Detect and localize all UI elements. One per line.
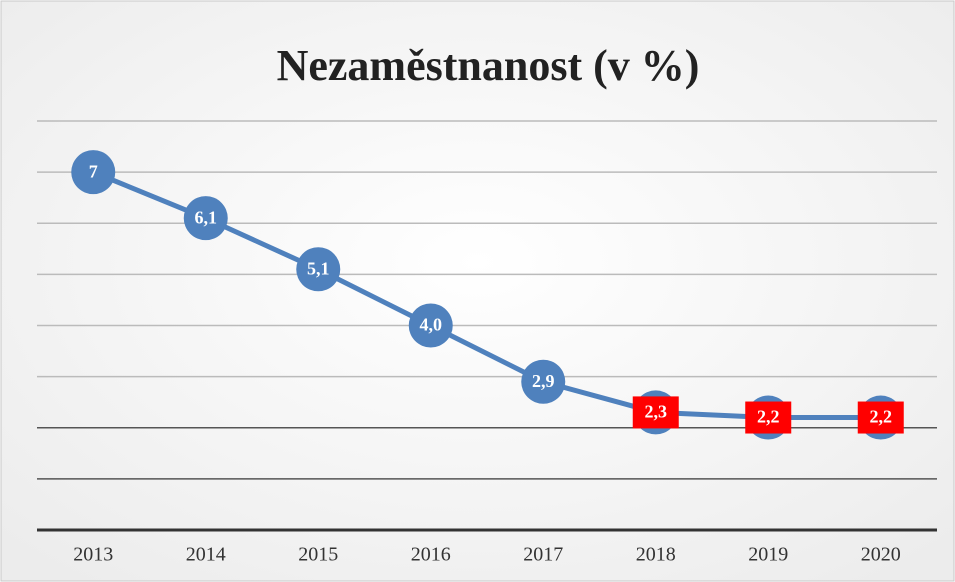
- data-label: 7: [89, 161, 98, 181]
- data-label: 6,1: [195, 207, 218, 227]
- marker: [408, 303, 453, 348]
- x-tick-label: 2014: [186, 544, 226, 566]
- label-box: [857, 401, 904, 434]
- x-tick-label: 2020: [861, 544, 901, 566]
- data-label: 2,9: [532, 371, 555, 391]
- data-label: 5,1: [307, 258, 330, 278]
- x-tick-label: 2015: [298, 544, 338, 566]
- label-box: [745, 401, 792, 434]
- marker: [521, 359, 566, 404]
- data-label: 2,3: [645, 402, 668, 422]
- marker: [296, 247, 341, 292]
- x-tick-label: 2013: [73, 544, 113, 566]
- x-tick-label: 2019: [748, 544, 788, 566]
- data-label: 2,2: [870, 407, 893, 427]
- x-tick-label: 2016: [411, 544, 451, 566]
- x-tick-label: 2018: [636, 544, 676, 566]
- label-box: [632, 396, 679, 429]
- data-label: 2,2: [757, 407, 780, 427]
- x-tick-label: 2017: [523, 544, 563, 566]
- marker: [71, 150, 116, 195]
- data-label: 4,0: [420, 315, 443, 335]
- chart-title: Nezaměstnanost (v %): [277, 41, 700, 90]
- marker: [183, 196, 228, 241]
